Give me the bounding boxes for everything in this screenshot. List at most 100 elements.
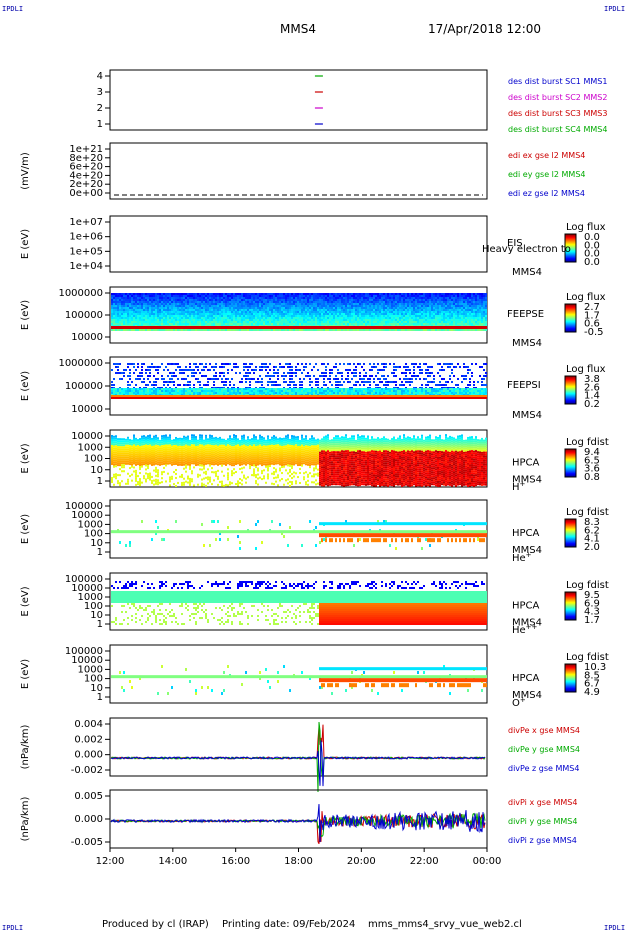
panel-feepse-cell (343, 321, 345, 323)
panel-feepse-cell (343, 313, 345, 315)
panel-feepse-cell (123, 299, 125, 301)
panel-feepsi-cell (201, 397, 203, 399)
panel-feepse-cell (179, 307, 181, 309)
panel-feepse-cell (365, 301, 367, 303)
panel-feepse-cell (377, 299, 379, 301)
panel-feepse-cell (469, 317, 471, 319)
panel-feepse-cell (179, 311, 181, 313)
panel-feepse-cell (465, 303, 467, 305)
panel-feepse-cell (403, 315, 405, 317)
panel-feepse-cell (191, 321, 193, 323)
panel-feepse-cell (211, 317, 213, 319)
panel-feepse-cell (161, 311, 163, 313)
panel-feepse-cell (257, 299, 259, 301)
panel-feepsi-cell (311, 381, 313, 383)
panel-feepse-cell (431, 305, 433, 307)
panel-feepse-cell (137, 315, 139, 317)
panel-feepsi-cell (321, 395, 323, 397)
panel-feepse-cell (381, 303, 383, 305)
panel-feepse-cell (149, 319, 151, 321)
panel-feepse-cell (403, 309, 405, 311)
panel-feepse-cell (327, 293, 329, 295)
panel-feepse-cell (375, 293, 377, 295)
panel-feepse-cell (481, 303, 483, 305)
panel-feepse-cell (377, 313, 379, 315)
panel-feepse-cell (173, 326, 175, 329)
panel-feepse-cell (267, 326, 269, 329)
panel-feepse-cell (473, 309, 475, 311)
panel-feepse-cell (325, 293, 327, 295)
panel-feepse-cell (203, 319, 205, 321)
panel-feepse-cell (223, 303, 225, 305)
panel-feepse-cell (425, 319, 427, 321)
panel-feepse-cell (405, 321, 407, 323)
panel-feepsi-cell (315, 388, 317, 390)
panel-feepse-cell (133, 297, 135, 299)
panel-feepsi-cell (289, 397, 291, 399)
panel-feepse-cell (113, 313, 115, 315)
panel-feepse-cell (367, 311, 369, 313)
panel-feepse-cell (257, 295, 259, 297)
panel-feepse-cell (125, 315, 127, 317)
panel-feepse-cell (213, 309, 215, 311)
panel-feepse-cell (427, 321, 429, 323)
panel-feepsi-cell (213, 397, 215, 399)
panel-feepsi-cell (177, 392, 179, 394)
panel-feepse-cell (297, 309, 299, 311)
panel-feepse-cell (421, 329, 423, 331)
panel-feepse-cell (173, 311, 175, 313)
panel-feepse-cell (403, 319, 405, 321)
panel-feepse-cell (291, 297, 293, 299)
panel-feepse-cell (483, 311, 485, 313)
panel-feepse-cell (289, 329, 291, 331)
panel-feepse-cell (455, 315, 457, 317)
panel-feepse-cell (411, 321, 413, 323)
panel-feepse-cell (279, 313, 281, 315)
panel-feepse-cell (183, 323, 185, 325)
panel-feepse-cell (169, 326, 171, 329)
panel-feepse-colorbar-title: Log flux (566, 292, 606, 303)
panel-feepse-cell (169, 307, 171, 309)
panel-feepse-cell (363, 297, 365, 299)
panel-feepsi-cell (259, 392, 261, 394)
panel-feepsi-cell (247, 392, 249, 394)
panel-feepse-cell (361, 321, 363, 323)
panel-feepsi-cell (171, 397, 173, 399)
panel-feepse-cell (369, 305, 371, 307)
panel-feepse-cell (205, 309, 207, 311)
panel-feepse-cell (189, 317, 191, 319)
panel-feepsi-cell (179, 369, 181, 371)
panel-feepse-cell (151, 297, 153, 299)
panel-feepse-cell (379, 317, 381, 319)
panel-feepse-cell (221, 326, 223, 329)
panel-feepse-cell (265, 293, 267, 295)
panel-feepse-cell (217, 303, 219, 305)
panel-feepsi-cell (175, 397, 177, 399)
panel-feepse-cell (277, 326, 279, 329)
panel-feepse-cell (303, 299, 305, 301)
panel-feepse-cell (307, 321, 309, 323)
panel-feepse-cell (241, 309, 243, 311)
panel-feepsi-cell (207, 392, 209, 394)
panel-feepse-cell (379, 301, 381, 303)
panel-feepse-cell (167, 305, 169, 307)
panel-feepse-cell (485, 303, 487, 305)
panel-feepse-cell (447, 315, 449, 317)
panel-feepse-cell (305, 323, 307, 325)
panel-feepse-cell (273, 307, 275, 309)
panel-feepse-cell (469, 323, 471, 325)
panel-feepse-cell (177, 319, 179, 321)
panel-feepse-cell (353, 329, 355, 331)
panel-feepse-cell (139, 313, 141, 315)
panel-feepse-cell (371, 303, 373, 305)
panel-feepsi-cell (327, 363, 329, 365)
panel-feepse-cell (477, 293, 479, 295)
panel-feepse-cell (199, 319, 201, 321)
panel-feepse-cell (381, 313, 383, 315)
panel-feepse-cell (155, 321, 157, 323)
panel-feepse-cell (143, 295, 145, 297)
panel-feepsi-cell (187, 388, 189, 390)
panel-feepse-cell (157, 321, 159, 323)
panel-feepse-cell (401, 326, 403, 329)
panel-feepse-cell (345, 329, 347, 331)
